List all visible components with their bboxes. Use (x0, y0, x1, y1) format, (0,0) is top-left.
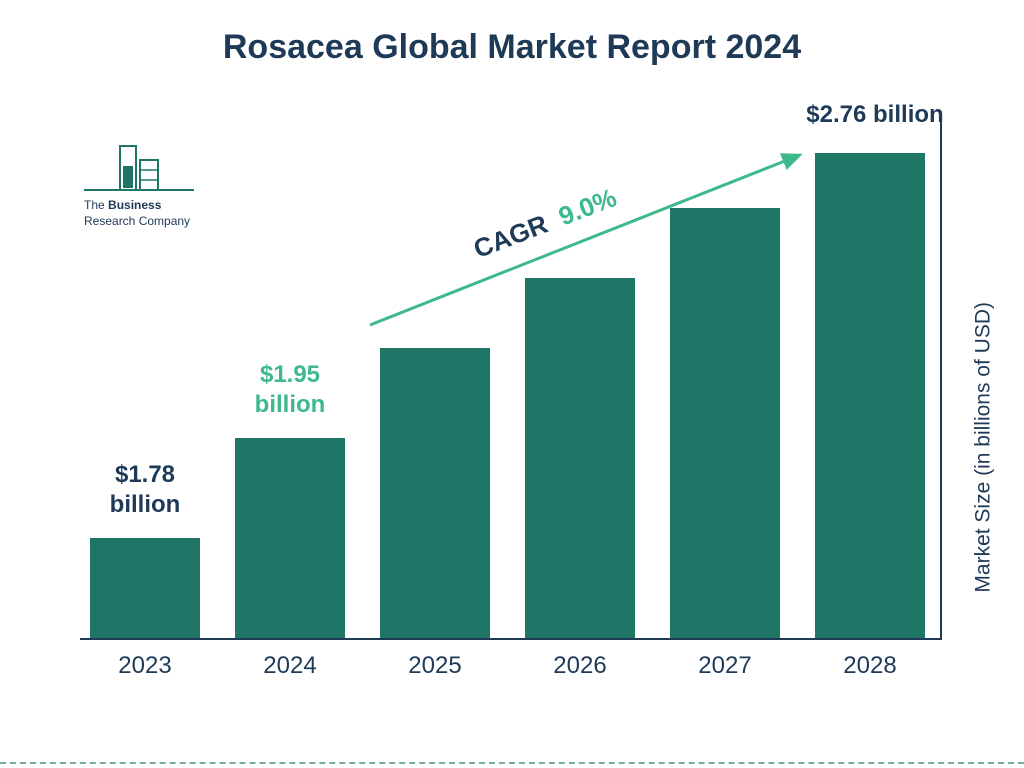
y-axis (940, 120, 942, 640)
value-label-1: $1.95billion (230, 360, 350, 420)
bar-2024 (235, 438, 345, 638)
bottom-divider (0, 762, 1024, 764)
x-label-2028: 2028 (815, 652, 925, 680)
cagr-text-value: 9.0% (554, 182, 620, 231)
bar-2028 (815, 153, 925, 638)
x-label-2025: 2025 (380, 652, 490, 680)
value-label-0: $1.78billion (85, 460, 205, 520)
x-axis (80, 638, 940, 640)
y-axis-label: Market Size (in billions of USD) (972, 302, 996, 593)
x-label-2026: 2026 (525, 652, 635, 680)
cagr-text-label: CAGR (469, 209, 551, 264)
chart-area: 2023 2024 2025 2026 2027 2028 CAGR 9.0% $1.78… (80, 120, 940, 680)
bar-2027 (670, 208, 780, 638)
bar-2026 (525, 278, 635, 638)
value-label-2: $2.76 billion (775, 100, 975, 130)
bar-2023 (90, 538, 200, 638)
cagr-label: CAGR 9.0% (469, 182, 620, 265)
x-label-2024: 2024 (235, 652, 345, 680)
x-label-2027: 2027 (670, 652, 780, 680)
chart-title: Rosacea Global Market Report 2024 (0, 28, 1024, 67)
cagr-arrow (80, 120, 940, 680)
bar-2025 (380, 348, 490, 638)
x-label-2023: 2023 (90, 652, 200, 680)
